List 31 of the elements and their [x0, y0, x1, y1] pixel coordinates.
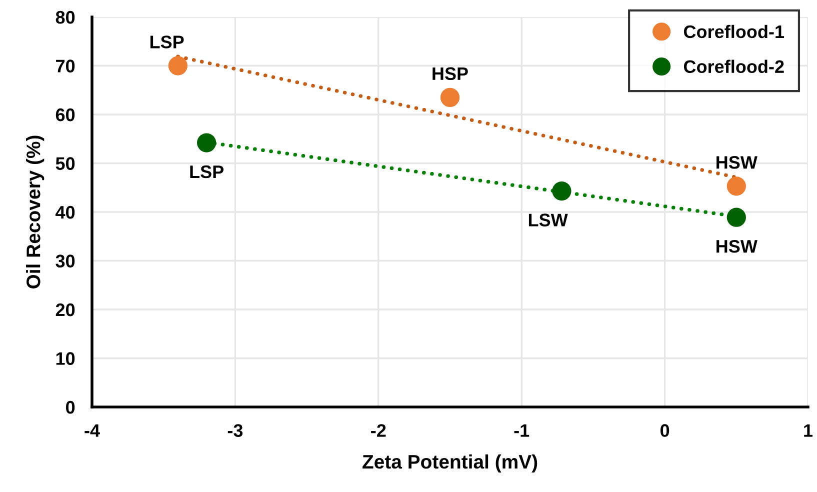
y-tick-label: 80 [56, 10, 75, 24]
y-tick-label: 20 [56, 303, 75, 316]
point [726, 208, 746, 227]
y-tick-label: 70 [56, 60, 75, 72]
annotation: HSW [716, 156, 758, 169]
x-tick-label: -4 [84, 424, 100, 437]
annotation: HSP [432, 67, 468, 80]
x-tick-label: -3 [228, 424, 243, 437]
y-tick-label: 30 [56, 254, 75, 268]
point [552, 181, 572, 201]
x-tick-label: 0 [660, 424, 670, 437]
point [168, 56, 188, 76]
y-tick-label: 50 [56, 157, 75, 170]
point [726, 176, 746, 196]
y-tick-label: 10 [56, 352, 75, 365]
y-tick-label: 40 [56, 206, 75, 219]
y-tick-label: 60 [56, 108, 75, 122]
point [196, 133, 216, 152]
x-tick-label: 1 [804, 424, 813, 437]
annotation: LSW [528, 214, 568, 226]
annotation: HSW [716, 240, 758, 253]
legend-label: Coreflood-1 [684, 24, 784, 38]
x-tick-label: -2 [371, 424, 386, 437]
annotation: LSP [150, 36, 184, 48]
x-axis-title: Zeta Potential (mV) [362, 454, 538, 473]
y-axis-title: Oil Recovery (%) [26, 136, 44, 288]
annotation: LSP [190, 165, 224, 178]
point [440, 88, 460, 108]
legend-label: Coreflood-2 [684, 60, 784, 74]
y-tick-label: 0 [66, 400, 75, 414]
x-tick-label: -1 [514, 424, 530, 437]
